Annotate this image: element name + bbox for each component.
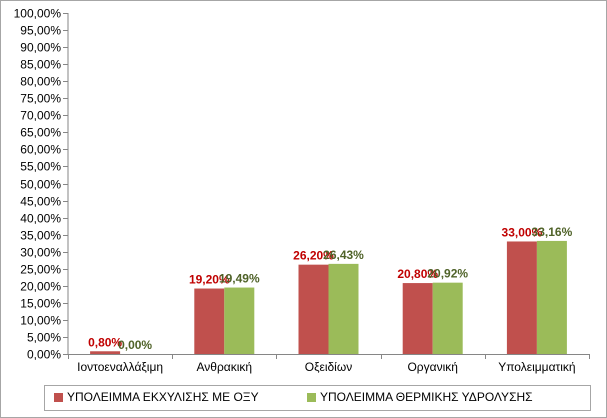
y-tick-label: 0,00% <box>27 348 61 362</box>
y-tick-label: 35,00% <box>20 229 61 243</box>
legend-swatch-series-1 <box>54 392 63 402</box>
data-label-series-1: 19,20% <box>189 273 230 287</box>
data-label-series-2: 19,49% <box>219 272 260 286</box>
bar-series-2 <box>328 263 359 354</box>
x-category-label: Ανθρακική <box>197 360 253 374</box>
legend-label-series-2: ΥΠΟΛΕΙΜΜΑ ΘΕΡΜΙΚΗΣ ΥΔΡΟΛΥΣΗΣ <box>320 390 533 404</box>
y-tick-label: 80,00% <box>20 75 61 89</box>
data-label-series-2: 33,16% <box>532 225 573 239</box>
y-tick-label: 40,00% <box>20 212 61 226</box>
y-tick-label: 5,00% <box>27 331 61 345</box>
y-tick-label: 25,00% <box>20 263 61 277</box>
y-tick-label: 70,00% <box>20 109 61 123</box>
y-tick-label: 50,00% <box>20 178 61 192</box>
y-tick-label: 65,00% <box>20 126 61 140</box>
y-tick-label: 10,00% <box>20 314 61 328</box>
y-tick-label: 15,00% <box>20 297 61 311</box>
y-tick-label: 75,00% <box>20 92 61 106</box>
data-label-series-2: 26,43% <box>323 248 364 262</box>
x-category-label: Οξειδίων <box>305 360 352 374</box>
y-tick-label: 95,00% <box>20 24 61 38</box>
bar-series-1 <box>90 351 121 354</box>
data-label-series-1: 33,00% <box>502 225 543 239</box>
data-label-series-2: 20,92% <box>427 267 468 281</box>
chart-legend: ΥΠΟΛΕΙΜΜΑ ΕΚΧΥΛΙΣΗΣ ΜΕ ΟΞΥ ΥΠΟΛΕΙΜΜΑ ΘΕΡ… <box>44 385 591 411</box>
bar-series-1 <box>402 283 433 354</box>
x-category-label: Υπολειμματική <box>498 360 575 374</box>
y-tick-label: 90,00% <box>20 41 61 55</box>
data-label-series-1: 0,80% <box>88 335 122 349</box>
bar-series-2 <box>432 282 463 354</box>
data-label-series-2: 0,00% <box>118 338 152 352</box>
y-tick-label: 100,00% <box>14 7 62 21</box>
data-label-series-1: 20,80% <box>397 267 438 281</box>
y-tick-label: 45,00% <box>20 195 61 209</box>
legend-item-series-1: ΥΠΟΛΕΙΜΜΑ ΕΚΧΥΛΙΣΗΣ ΜΕ ΟΞΥ <box>54 390 259 404</box>
legend-label-series-1: ΥΠΟΛΕΙΜΜΑ ΕΚΧΥΛΙΣΗΣ ΜΕ ΟΞΥ <box>67 390 259 404</box>
y-tick-label: 30,00% <box>20 246 61 260</box>
y-tick-label: 20,00% <box>20 280 61 294</box>
bar-series-1 <box>506 241 537 354</box>
x-category-label: Οργανική <box>407 360 457 374</box>
data-label-series-1: 26,20% <box>293 249 334 263</box>
bar-series-2 <box>224 287 255 354</box>
bar-series-1 <box>194 288 225 354</box>
bar-series-1 <box>298 264 329 354</box>
bar-series-2 <box>536 240 567 354</box>
y-tick-label: 60,00% <box>20 143 61 157</box>
legend-item-series-2: ΥΠΟΛΕΙΜΜΑ ΘΕΡΜΙΚΗΣ ΥΔΡΟΛΥΣΗΣ <box>307 390 533 404</box>
y-tick-label: 85,00% <box>20 58 61 72</box>
legend-swatch-series-2 <box>307 392 316 402</box>
y-tick-label: 55,00% <box>20 160 61 174</box>
x-category-label: Ιοντοεναλλάξιμη <box>77 360 163 374</box>
